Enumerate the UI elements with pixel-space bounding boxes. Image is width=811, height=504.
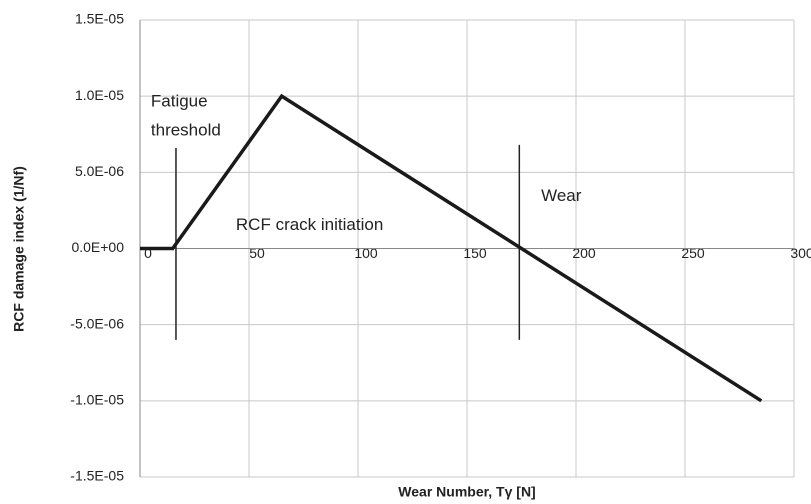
y-tick-label: -5.0E-06	[70, 315, 124, 331]
x-tick-label: 250	[681, 245, 705, 261]
annotation: RCF crack initiation	[236, 215, 383, 234]
annotation: Fatigue	[151, 92, 208, 111]
x-tick-label: 300	[790, 245, 811, 261]
x-tick-label: 200	[572, 245, 596, 261]
y-tick-label: -1.0E-05	[70, 392, 124, 408]
x-tick-label: 0	[144, 245, 152, 261]
x-tick-label: 100	[354, 245, 378, 261]
annotation: Wear	[541, 186, 582, 205]
data-line	[140, 93, 763, 403]
x-tick-label: 50	[249, 245, 265, 261]
y-axis-label: RCF damage index (1/Nf)	[11, 166, 27, 332]
y-tick-label: -1.5E-05	[70, 468, 124, 484]
y-tick-label: 1.5E-05	[75, 11, 124, 27]
y-tick-label: 0.0E+00	[71, 239, 124, 255]
y-tick-label: 5.0E-06	[75, 163, 124, 179]
annotation: threshold	[151, 121, 221, 140]
x-tick-label: 150	[463, 245, 487, 261]
y-tick-label: 1.0E-05	[75, 87, 124, 103]
x-axis-label: Wear Number, Tγ [N]	[398, 484, 535, 500]
